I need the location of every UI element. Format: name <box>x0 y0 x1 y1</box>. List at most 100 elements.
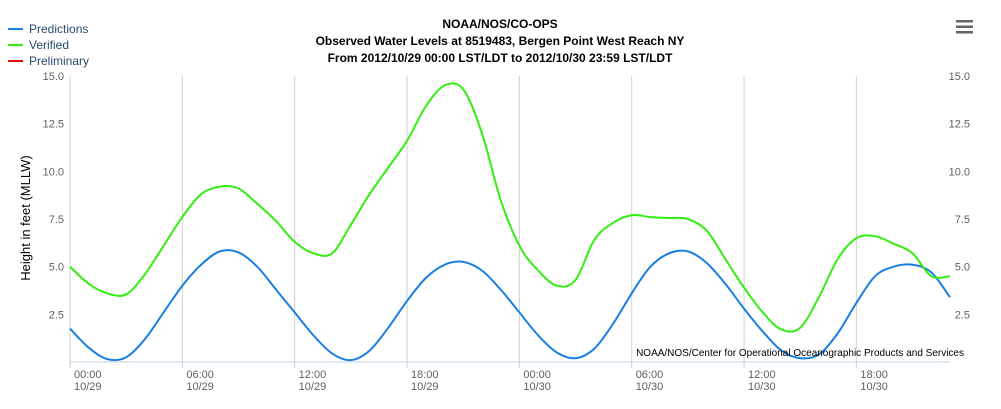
data-point-predictions[interactable] <box>554 350 560 356</box>
data-point-verified[interactable] <box>104 290 110 296</box>
data-point-predictions[interactable] <box>329 350 335 356</box>
data-point-verified[interactable] <box>348 222 354 228</box>
data-point-verified[interactable] <box>423 104 429 110</box>
data-point-verified[interactable] <box>535 268 541 274</box>
data-point-predictions[interactable] <box>647 264 653 270</box>
data-point-verified[interactable] <box>928 273 934 279</box>
data-point-predictions[interactable] <box>404 298 410 304</box>
data-point-verified[interactable] <box>779 327 785 333</box>
data-point-verified[interactable] <box>629 212 635 218</box>
data-point-verified[interactable] <box>404 138 410 144</box>
data-point-predictions[interactable] <box>573 355 579 361</box>
data-point-verified[interactable] <box>479 130 485 136</box>
credits-text[interactable]: NOAA/NOS/Center for Operational Oceanogr… <box>636 348 964 359</box>
data-point-verified[interactable] <box>591 237 597 243</box>
y-tick-label-left: 12.5 <box>43 119 64 131</box>
data-point-verified[interactable] <box>442 83 448 89</box>
data-point-verified[interactable] <box>872 233 878 239</box>
data-point-predictions[interactable] <box>704 260 710 266</box>
data-point-verified[interactable] <box>236 186 242 192</box>
data-point-predictions[interactable] <box>310 332 316 338</box>
data-point-verified[interactable] <box>853 235 859 241</box>
data-point-predictions[interactable] <box>516 309 522 315</box>
data-point-verified[interactable] <box>292 239 298 245</box>
data-point-predictions[interactable] <box>179 283 185 289</box>
data-point-verified[interactable] <box>460 86 466 92</box>
data-point-verified[interactable] <box>254 201 260 207</box>
data-point-predictions[interactable] <box>629 290 635 296</box>
data-point-verified[interactable] <box>516 243 522 249</box>
data-point-predictions[interactable] <box>610 321 616 327</box>
data-point-verified[interactable] <box>142 271 148 277</box>
data-point-predictions[interactable] <box>423 275 429 281</box>
data-point-predictions[interactable] <box>348 357 354 363</box>
data-point-predictions[interactable] <box>666 250 672 256</box>
legend-item-predictions[interactable]: Predictions <box>8 22 88 36</box>
data-point-verified[interactable] <box>179 214 185 220</box>
data-point-predictions[interactable] <box>591 346 597 352</box>
data-point-verified[interactable] <box>161 243 167 249</box>
data-point-predictions[interactable] <box>872 273 878 279</box>
data-point-verified[interactable] <box>86 281 92 287</box>
data-point-predictions[interactable] <box>86 345 92 351</box>
data-point-predictions[interactable] <box>460 259 466 265</box>
data-point-predictions[interactable] <box>498 287 504 293</box>
data-point-predictions[interactable] <box>853 300 859 306</box>
data-point-predictions[interactable] <box>67 326 73 332</box>
data-point-predictions[interactable] <box>123 354 129 360</box>
data-point-verified[interactable] <box>741 285 747 291</box>
data-point-predictions[interactable] <box>535 332 541 338</box>
data-point-predictions[interactable] <box>104 356 110 362</box>
series-line-predictions[interactable] <box>69 249 951 362</box>
data-point-verified[interactable] <box>198 191 204 197</box>
data-point-predictions[interactable] <box>741 306 747 312</box>
data-point-predictions[interactable] <box>254 264 260 270</box>
menu-icon[interactable] <box>956 20 973 34</box>
data-point-predictions[interactable] <box>760 329 766 335</box>
data-point-predictions[interactable] <box>385 325 391 331</box>
data-point-verified[interactable] <box>910 250 916 256</box>
data-point-predictions[interactable] <box>442 262 448 268</box>
data-point-predictions[interactable] <box>161 309 167 315</box>
data-point-predictions[interactable] <box>292 309 298 315</box>
data-point-verified[interactable] <box>554 283 560 289</box>
data-point-verified[interactable] <box>67 264 73 270</box>
legend-item-verified[interactable]: Verified <box>8 38 69 52</box>
data-point-verified[interactable] <box>367 191 373 197</box>
data-point-verified[interactable] <box>685 216 691 222</box>
series-line-verified[interactable] <box>69 82 951 333</box>
data-point-predictions[interactable] <box>479 268 485 274</box>
data-point-predictions[interactable] <box>835 330 841 336</box>
data-point-verified[interactable] <box>835 256 841 262</box>
data-point-verified[interactable] <box>797 325 803 331</box>
data-point-predictions[interactable] <box>273 287 279 293</box>
data-point-verified[interactable] <box>760 309 766 315</box>
data-point-predictions[interactable] <box>217 248 223 254</box>
data-point-verified[interactable] <box>573 277 579 283</box>
data-point-predictions[interactable] <box>367 348 373 354</box>
data-point-verified[interactable] <box>329 250 335 256</box>
data-point-verified[interactable] <box>722 256 728 262</box>
data-point-verified[interactable] <box>123 291 129 297</box>
data-point-verified[interactable] <box>498 197 504 203</box>
legend-item-preliminary[interactable]: Preliminary <box>8 54 89 68</box>
data-point-predictions[interactable] <box>142 336 148 342</box>
data-point-verified[interactable] <box>310 250 316 256</box>
data-point-verified[interactable] <box>385 165 391 171</box>
data-point-predictions[interactable] <box>685 248 691 254</box>
data-point-predictions[interactable] <box>198 262 204 268</box>
data-point-verified[interactable] <box>610 220 616 226</box>
data-point-predictions[interactable] <box>891 264 897 270</box>
data-point-predictions[interactable] <box>722 281 728 287</box>
data-point-verified[interactable] <box>704 227 710 233</box>
data-point-verified[interactable] <box>647 214 653 220</box>
data-point-verified[interactable] <box>217 184 223 190</box>
data-point-verified[interactable] <box>947 273 953 279</box>
data-point-verified[interactable] <box>273 218 279 224</box>
data-point-predictions[interactable] <box>236 249 242 255</box>
data-point-predictions[interactable] <box>947 294 953 300</box>
data-point-verified[interactable] <box>816 294 822 300</box>
data-point-predictions[interactable] <box>910 262 916 268</box>
data-point-verified[interactable] <box>666 215 672 221</box>
data-point-verified[interactable] <box>891 241 897 247</box>
